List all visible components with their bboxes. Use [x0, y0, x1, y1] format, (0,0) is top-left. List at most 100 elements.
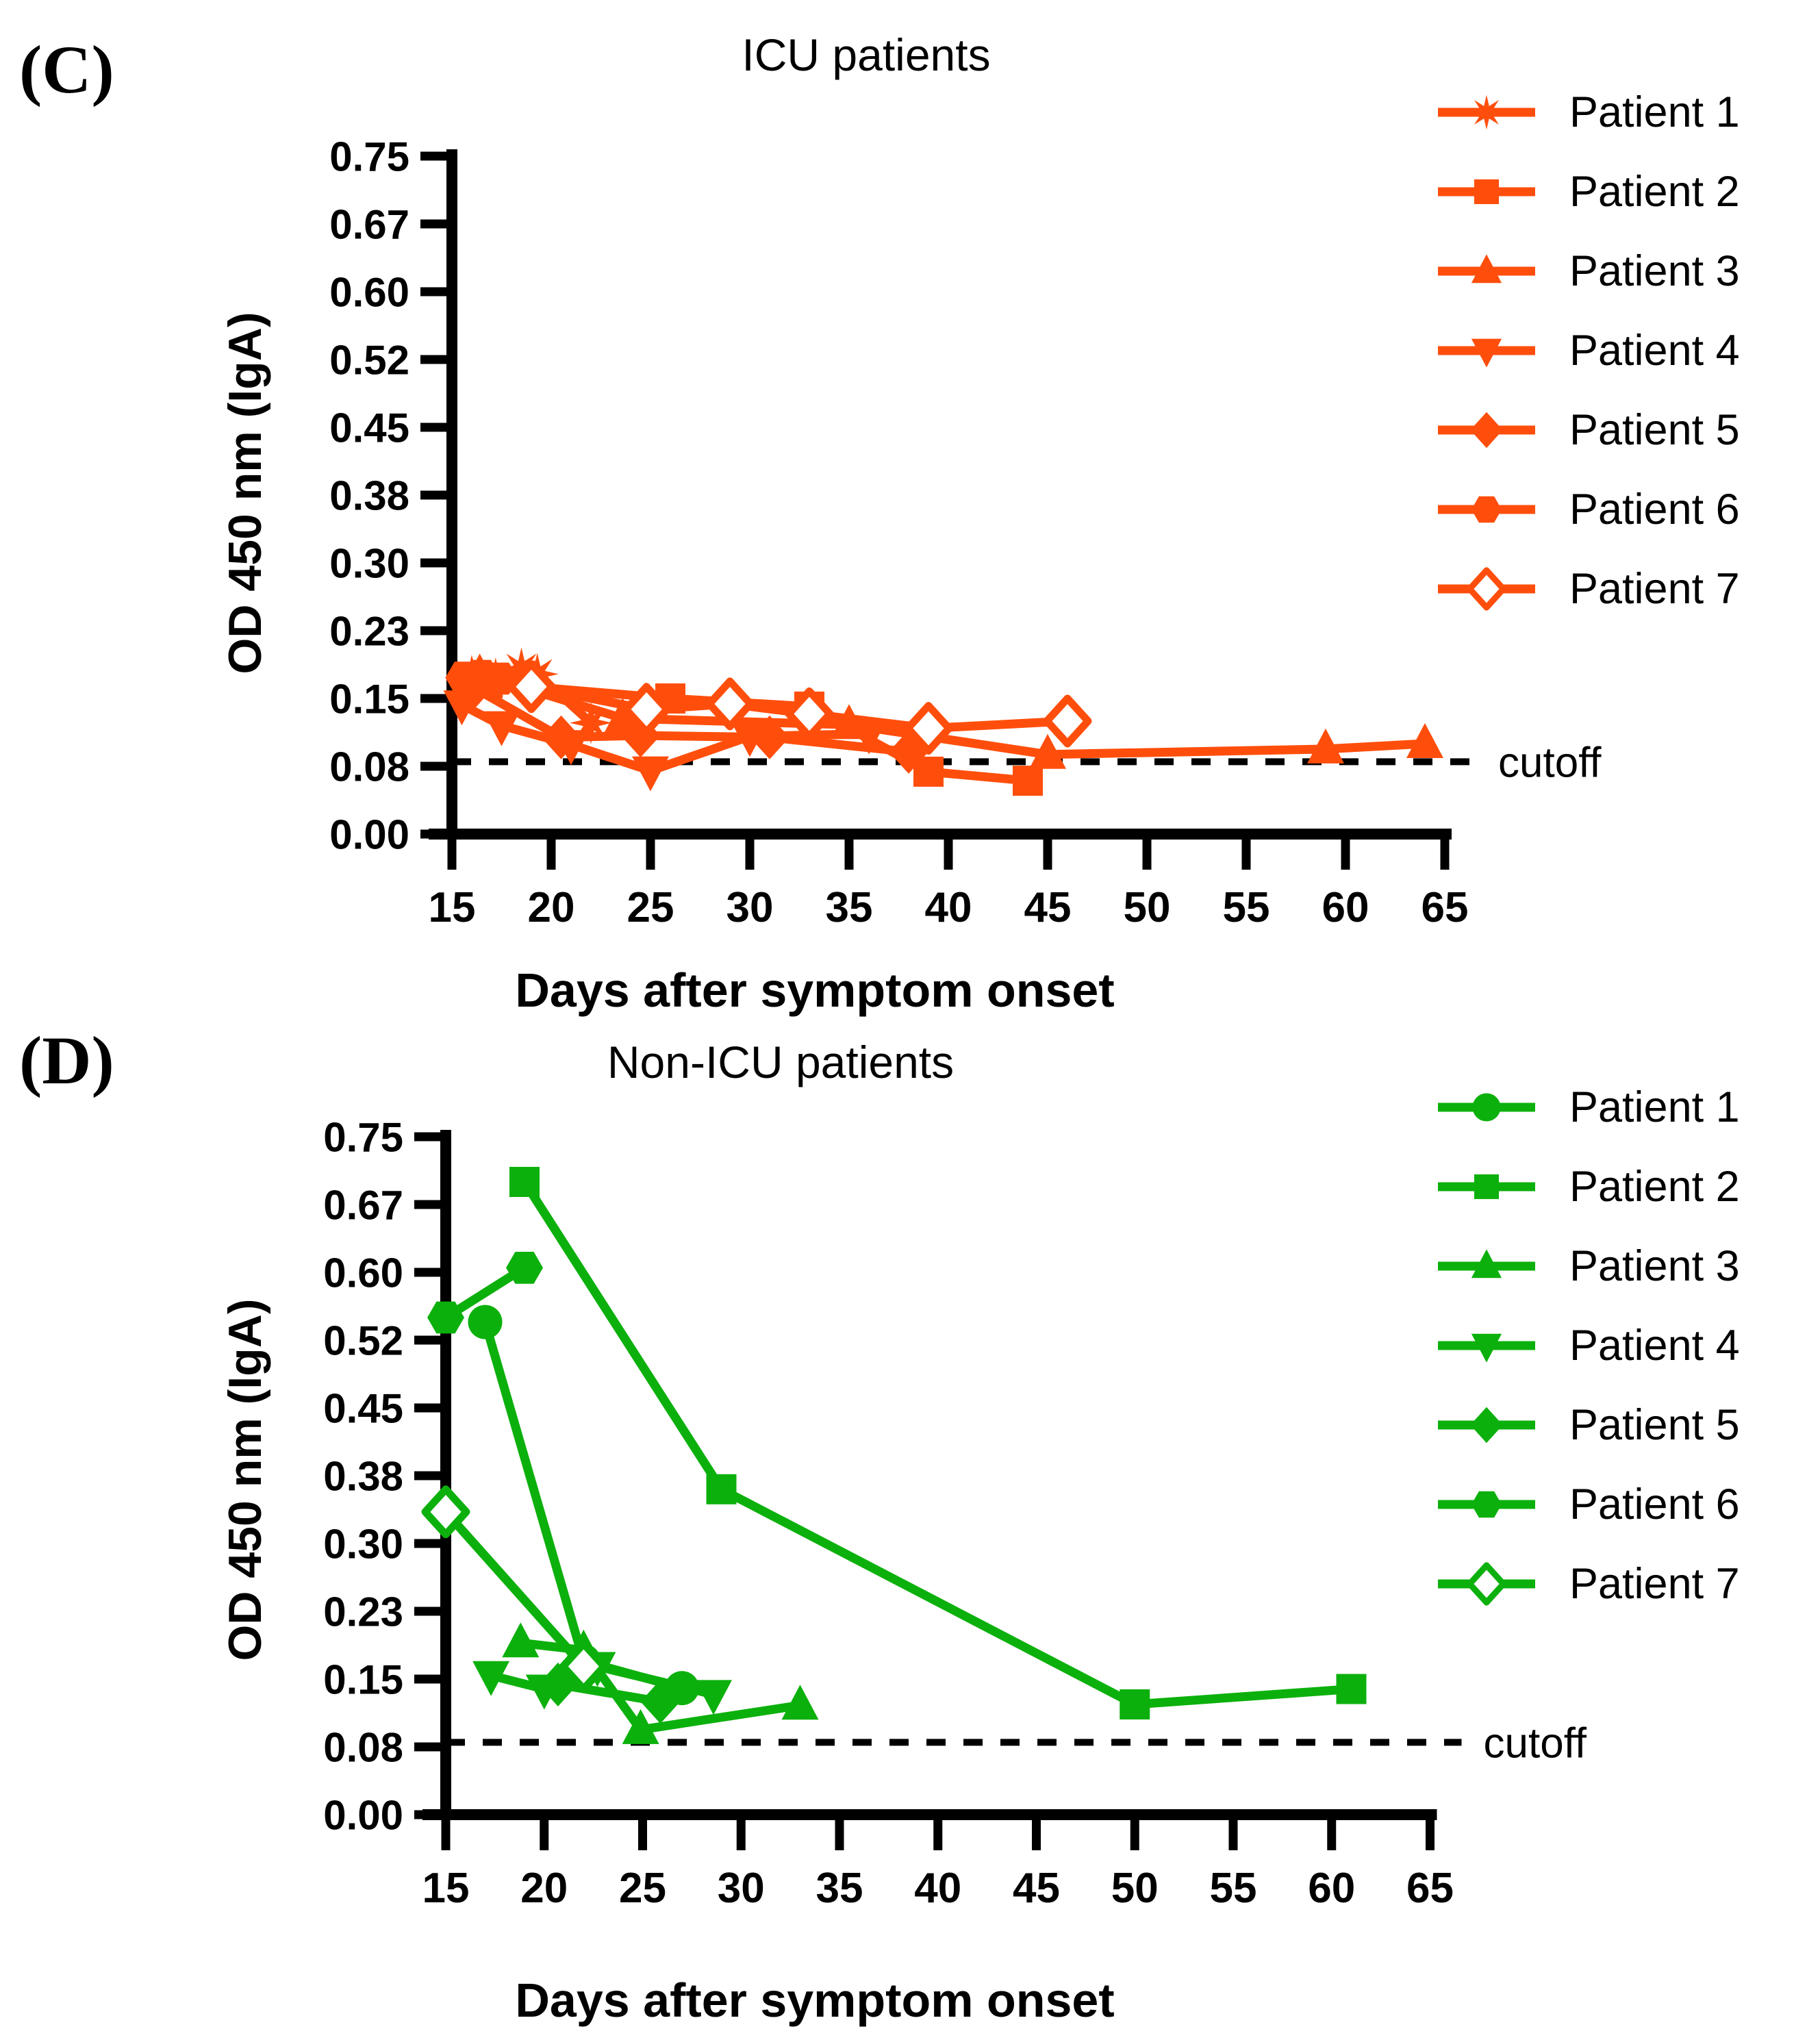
x-tick-label: 35: [826, 884, 873, 931]
series-patient-7: [507, 660, 1092, 755]
marker-triangle-up-icon: [502, 1622, 540, 1658]
marker-diamond-open-icon: [622, 683, 671, 736]
y-tick-label: 0.08: [329, 744, 409, 790]
marker-diamond-open-icon: [904, 702, 953, 755]
legend-item-patient-7: Patient 7: [1435, 1544, 1740, 1624]
legend-item-patient-1: Patient 1: [1435, 1068, 1740, 1147]
x-tick-label: 45: [1024, 884, 1072, 931]
marker-hexagon-icon: [1471, 496, 1502, 523]
y-tick-label: 0.23: [329, 609, 409, 655]
marker-diamond-open-icon: [559, 1640, 608, 1693]
legend-marker-circle-icon: [1438, 1093, 1535, 1122]
x-tick-label: 65: [1406, 1865, 1454, 1912]
legend-marker-star-icon: [1438, 94, 1535, 130]
non-icu-chart-title: Non-ICU patients: [607, 1037, 955, 1087]
y-tick-label: 0.60: [323, 1250, 403, 1296]
legend-marker-diamond-open-icon: [1438, 1562, 1535, 1606]
series-line: [442, 1509, 587, 1669]
x-tick-label: 30: [726, 884, 774, 931]
legend-item-label: Patient 1: [1569, 1083, 1740, 1131]
panel-icu: 0.00 0.08 0.15 0.23 0.30 0.38 0.45 0.52 0.60 0.67…: [19, 29, 1740, 1017]
x-tick-label: 20: [528, 884, 575, 931]
marker-diamond-icon: [750, 715, 789, 759]
cutoff-label: cutoff: [1498, 739, 1602, 786]
legend-item-label: Patient 6: [1569, 485, 1740, 533]
y-tick-label: 0.60: [329, 270, 409, 316]
legend-marker-square-icon: [1438, 1174, 1535, 1200]
legend-item-patient-5: Patient 5: [1435, 1385, 1740, 1465]
x-tick-label: 55: [1210, 1865, 1257, 1912]
marker-diamond-open-icon: [1466, 1562, 1507, 1606]
panel-non-icu: 0.00 0.08 0.15 0.23 0.30 0.38 0.45 0.52 0.60 0.67…: [0, 1016, 1820, 2029]
marker-diamond-open-icon: [705, 677, 755, 731]
x-tick-label: 35: [816, 1865, 863, 1912]
x-tick-label: 30: [718, 1865, 765, 1912]
legend-item-patient-4: Patient 4: [1435, 311, 1740, 390]
legend-marker-square-icon: [1438, 179, 1535, 205]
legend-item-label: Patient 5: [1569, 1400, 1740, 1449]
legend-item-label: Patient 3: [1569, 247, 1740, 295]
marker-square-icon: [1336, 1674, 1367, 1704]
legend-item-patient-7: Patient 7: [1435, 549, 1740, 629]
y-tick-label: 0.75: [329, 134, 409, 180]
legend-marker-hexagon-icon: [1438, 1491, 1535, 1518]
icu-y-axis-title: OD 450 nm (IgA): [219, 312, 271, 675]
marker-triangle-up-icon: [1307, 728, 1344, 764]
x-tick-label: 45: [1013, 1865, 1060, 1912]
y-tick-label: 0.67: [329, 202, 409, 248]
y-tick-label: 0.30: [329, 541, 409, 587]
series-line: [520, 1179, 1352, 1709]
y-tick-label: 0.45: [329, 405, 409, 451]
cutoff-label: cutoff: [1484, 1719, 1587, 1767]
legend-item-patient-2: Patient 2: [1435, 152, 1740, 231]
marker-circle-icon: [468, 1305, 503, 1339]
marker-star-icon: [1469, 94, 1504, 130]
non-icu-chart-svg: 0.00 0.08 0.15 0.23 0.30 0.38 0.45 0.52 0.60 0.67…: [323, 1115, 1587, 1912]
marker-diamond-icon: [1470, 412, 1503, 449]
y-tick-label: 0.38: [323, 1454, 403, 1500]
legend-item-label: Patient 1: [1569, 88, 1740, 136]
legend-item-patient-6: Patient 6: [1435, 470, 1740, 549]
x-tick-label: 40: [914, 1865, 961, 1912]
y-tick-label: 0.23: [323, 1589, 403, 1635]
series-patient-2: [509, 1167, 1367, 1719]
x-tick-label: 50: [1111, 1865, 1159, 1912]
marker-triangle-down-icon: [483, 711, 520, 746]
marker-hexagon-icon: [1471, 1491, 1502, 1518]
series-patient-3: [461, 653, 1443, 769]
icu-x-axis-title: Days after symptom onset: [515, 963, 1115, 1017]
legend-marker-triangle-up-icon: [1438, 1249, 1535, 1278]
legend-item-patient-4: Patient 4: [1435, 1306, 1740, 1385]
legend-item-label: Patient 2: [1569, 1162, 1740, 1211]
x-tick-label: 15: [429, 884, 476, 931]
legend-item-label: Patient 6: [1569, 1480, 1740, 1528]
marker-diamond-open-icon: [1043, 694, 1092, 748]
marker-triangle-down-icon: [1471, 1333, 1502, 1363]
y-tick-label: 0.52: [323, 1318, 403, 1364]
y-tick-label: 0.15: [329, 677, 409, 722]
marker-triangle-up-icon: [1471, 1249, 1502, 1278]
y-tick-label: 0.00: [323, 1793, 403, 1839]
panel-letter-c: (C): [19, 31, 114, 108]
legend-item-patient-1: Patient 1: [1435, 73, 1740, 152]
x-tick-label: 55: [1223, 884, 1270, 931]
legend-item-patient-6: Patient 6: [1435, 1465, 1740, 1544]
marker-square-icon: [1474, 179, 1500, 205]
marker-triangle-down-icon: [632, 756, 669, 792]
non-icu-legend: Patient 1 Patient 2 Patient 3 Patient 4 Pati…: [1435, 1068, 1740, 1624]
y-tick-label: 0.15: [323, 1657, 403, 1703]
legend-marker-triangle-down-icon: [1438, 338, 1535, 368]
x-tick-label: 60: [1308, 1865, 1355, 1912]
legend-marker-diamond-icon: [1438, 412, 1535, 449]
y-tick-label: 0.38: [329, 473, 409, 519]
x-tick-label: 25: [619, 1865, 666, 1912]
legend-item-label: Patient 4: [1569, 1321, 1740, 1370]
marker-square-icon: [1120, 1689, 1150, 1719]
marker-diamond-open-icon: [507, 660, 556, 714]
icu-legend: Patient 1 Patient 2 Patient 3 Patient 4 Pati…: [1435, 73, 1740, 629]
marker-triangle-down-icon: [695, 1680, 732, 1715]
marker-triangle-down-icon: [1471, 338, 1502, 368]
non-icu-y-axis-title: OD 450 nm (IgA): [219, 1298, 271, 1661]
marker-triangle-up-icon: [1406, 723, 1443, 758]
legend-item-patient-3: Patient 3: [1435, 1226, 1740, 1306]
